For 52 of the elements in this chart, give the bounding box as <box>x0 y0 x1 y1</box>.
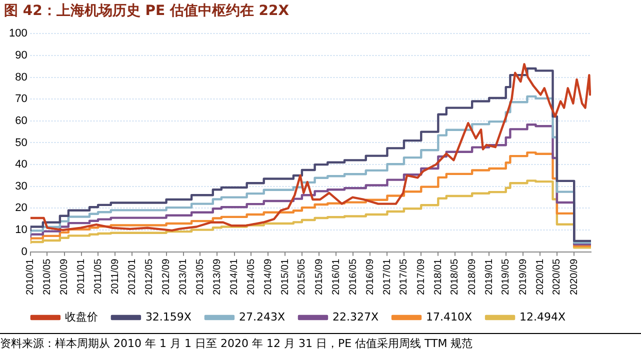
x-tick-label: 2016/09 <box>364 258 376 296</box>
x-tick-label: 2011/09 <box>110 258 121 294</box>
x-tick-label: 2012/05 <box>144 258 155 296</box>
x-tick-label: 2010/01 <box>25 258 36 296</box>
legend-label: 17.410X <box>426 310 472 324</box>
x-tick-label: 2016/01 <box>330 258 342 296</box>
x-tick-label: 2020/01 <box>534 258 546 296</box>
x-tick-label: 2017/09 <box>416 258 427 296</box>
y-tick-label: 50 <box>15 136 28 149</box>
x-tick-label: 2018/05 <box>450 258 461 296</box>
y-tick-label: 70 <box>15 93 28 106</box>
x-tick-label: 2015/05 <box>296 258 308 296</box>
x-tick-label: 2019/09 <box>518 258 529 296</box>
y-tick-label: 10 <box>15 224 28 236</box>
chart-title: 图 42：上海机场历史 PE 估值中枢约在 22X <box>4 2 290 20</box>
x-tick-label: 2011/05 <box>92 258 104 294</box>
x-tick-label: 2016/05 <box>348 258 359 296</box>
y-tick-label: 90 <box>15 49 28 62</box>
y-tick-label: 100 <box>8 28 28 40</box>
x-tick-label: 2015/01 <box>280 258 291 296</box>
x-tick-label: 2012/01 <box>126 258 138 296</box>
x-tick-label: 2013/09 <box>212 258 223 296</box>
x-tick-label: 2015/09 <box>314 258 325 296</box>
x-tick-label: 2020/09 <box>568 258 580 296</box>
y-tick-label: 20 <box>15 202 28 214</box>
legend-label: 27.243X <box>238 310 286 324</box>
y-tick-label: 0 <box>21 246 28 258</box>
y-tick-label: 80 <box>15 71 28 84</box>
y-tick-label: 40 <box>15 158 28 171</box>
x-tick-label: 2019/05 <box>500 258 512 296</box>
x-tick-label: 2014/05 <box>246 258 257 296</box>
x-tick-label: 2013/01 <box>178 258 190 296</box>
x-tick-label: 2013/05 <box>194 258 206 296</box>
y-tick-label: 30 <box>15 180 28 192</box>
x-tick-label: 2017/01 <box>382 258 393 296</box>
x-tick-label: 2012/09 <box>161 258 172 296</box>
text: 资料来源：样本周期从 2010 年 1 月 1 日至 2020 年 12 月 31 日，PE 估值采用周线 TTM 规范 <box>0 333 641 351</box>
y-tick-label: 60 <box>15 114 28 127</box>
x-tick-label: 2011/01 <box>76 258 88 294</box>
x-tick-label: 2018/09 <box>466 258 478 296</box>
x-tick-label: 2020/05 <box>552 258 563 296</box>
legend-label: 22.327X <box>332 310 379 324</box>
x-tick-label: 2017/05 <box>398 258 410 296</box>
x-tick-label: 2014/01 <box>229 258 240 296</box>
legend-label: 32.159X <box>145 310 192 324</box>
x-tick-label: 2010/09 <box>59 258 70 296</box>
legend-label: 收盘价 <box>64 310 98 324</box>
x-tick-label: 2018/01 <box>432 258 444 296</box>
x-tick-label: 2014/09 <box>262 258 274 296</box>
legend-label: 12.494X <box>520 310 566 324</box>
x-tick-label: 2010/05 <box>42 258 53 296</box>
x-tick-label: 2019/01 <box>484 258 495 296</box>
